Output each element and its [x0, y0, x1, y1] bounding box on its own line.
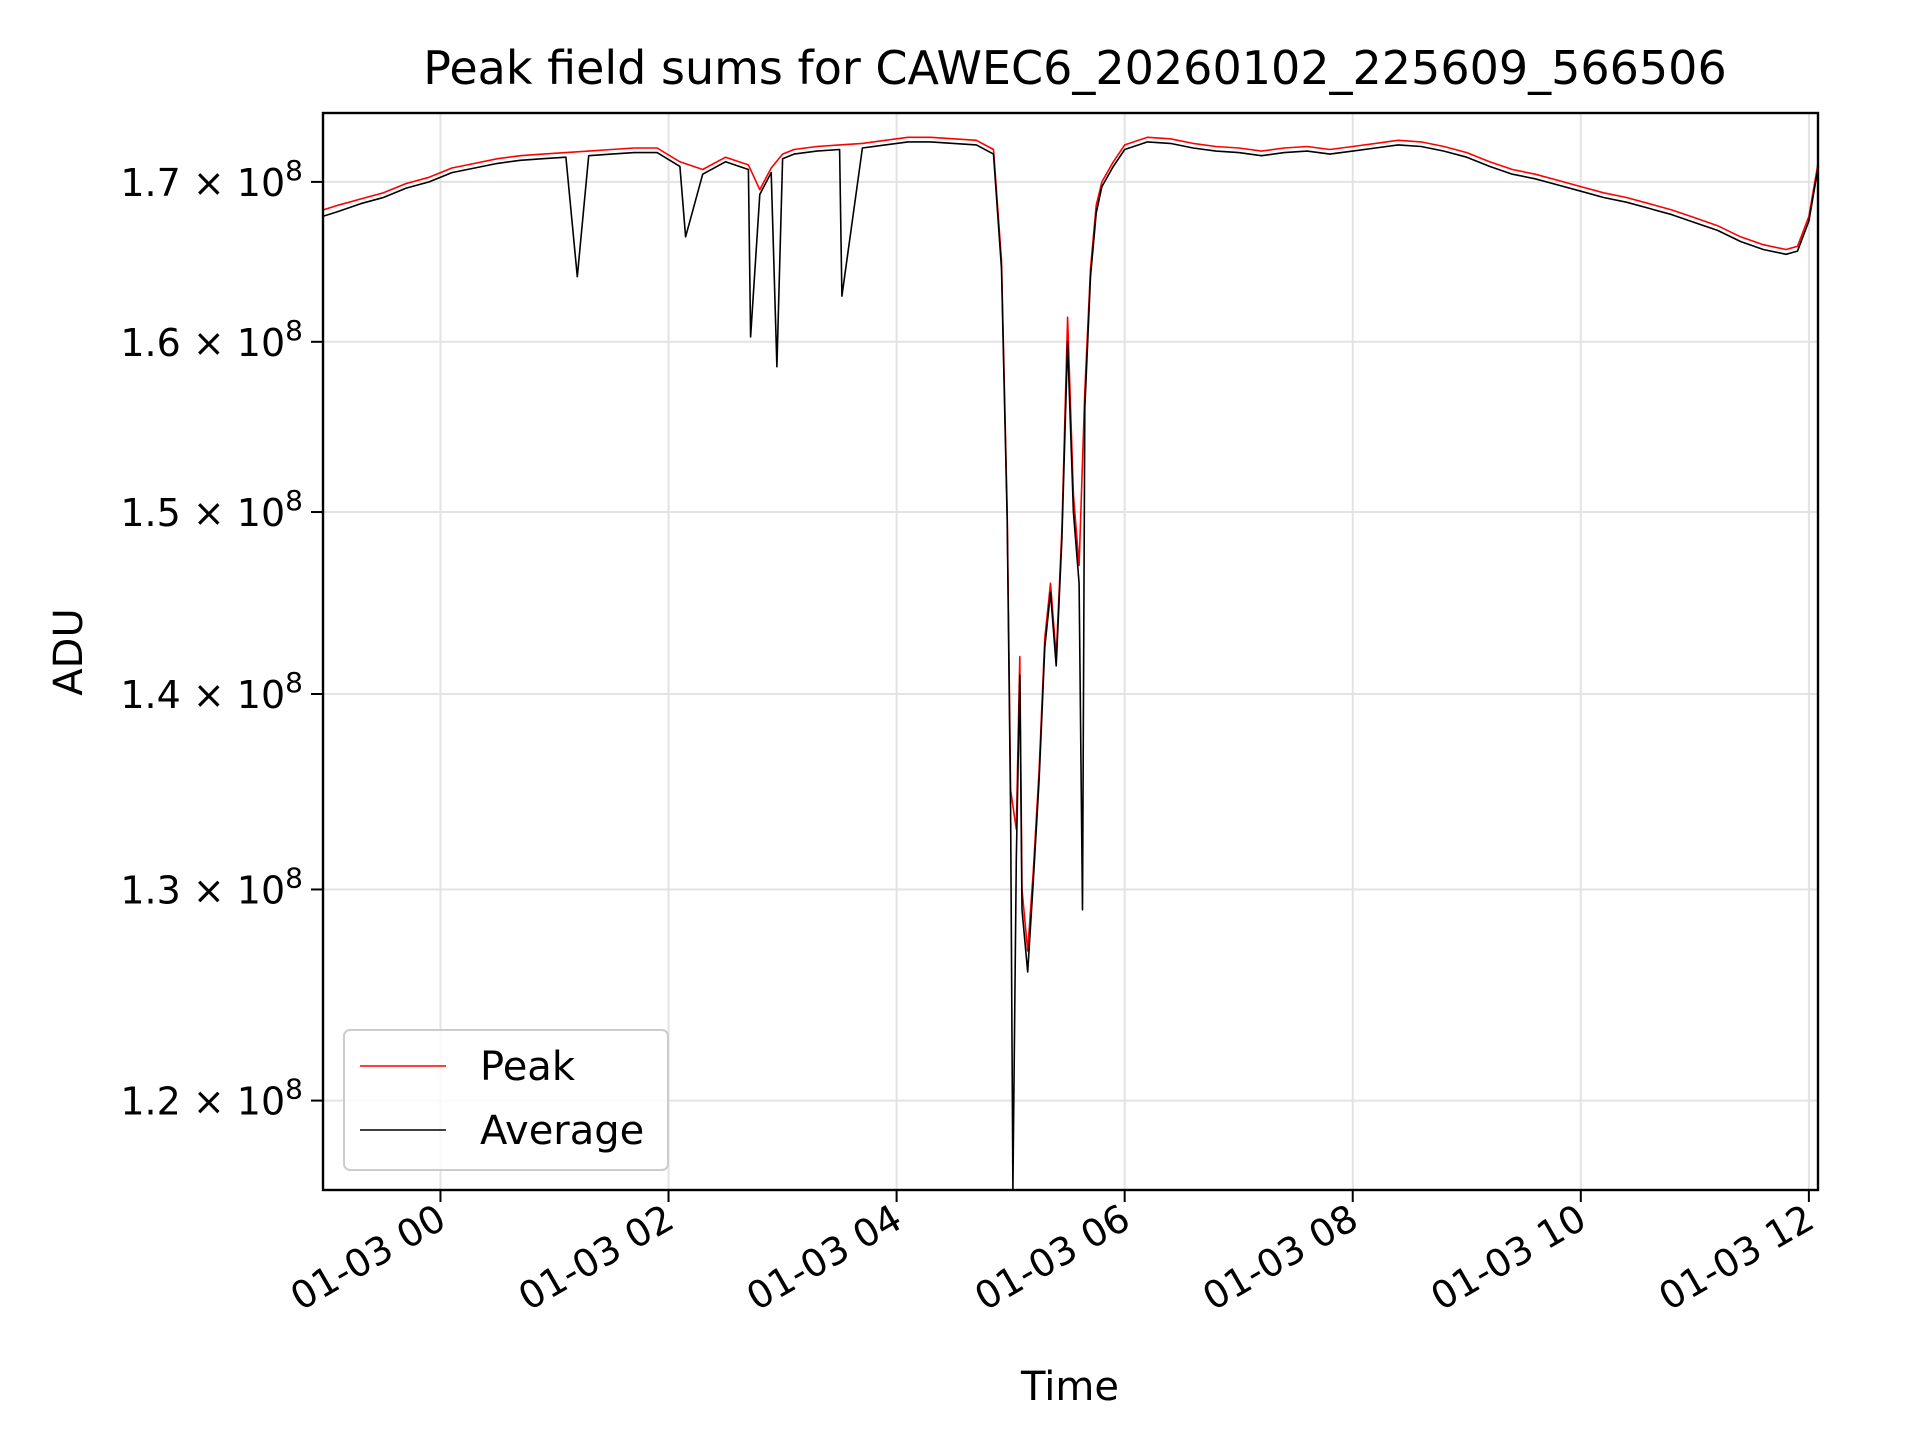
y-tick-exponent: 8 [285, 666, 303, 699]
legend-label-peak: Peak [480, 1044, 576, 1090]
legend: Peak Average [343, 1029, 669, 1171]
y-tick-mantissa: 1.7 × 10 [120, 161, 285, 205]
y-tick-mantissa: 1.6 × 10 [120, 321, 285, 365]
y-tick-mantissa: 1.3 × 10 [120, 868, 285, 912]
chart-title: Peak field sums for CAWEC6_20260102_2256… [423, 41, 1726, 95]
legend-label-average: Average [480, 1108, 644, 1154]
y-tick-label: 1.4 × 108 [120, 666, 303, 717]
series-layer [323, 136, 1818, 1190]
y-tick-mantissa: 1.5 × 10 [120, 491, 285, 535]
y-tick-mantissa: 1.4 × 10 [120, 673, 285, 717]
y-tick-exponent: 8 [285, 861, 303, 894]
y-tick-mantissa: 1.2 × 10 [120, 1080, 285, 1124]
y-tick-exponent: 8 [285, 154, 303, 187]
y-tick-label: 1.3 × 108 [120, 861, 303, 912]
plot-frame [321, 111, 1820, 1192]
y-tick-label: 1.5 × 108 [120, 484, 303, 535]
x-axis-label: Time [1020, 1364, 1119, 1410]
y-tick-exponent: 8 [285, 314, 303, 347]
plot-area [323, 113, 1818, 1190]
y-tick-exponent: 8 [285, 484, 303, 517]
y-tick-exponent: 8 [285, 1073, 303, 1106]
y-tick-label: 1.7 × 108 [120, 154, 303, 205]
y-tick-label: 1.2 × 108 [120, 1073, 303, 1124]
series-line-peak [323, 136, 1818, 952]
y-tick-label: 1.6 × 108 [120, 314, 303, 365]
legend-box [343, 1029, 669, 1171]
series-line-average [323, 141, 1818, 1190]
y-axis-label: ADU [46, 608, 92, 695]
